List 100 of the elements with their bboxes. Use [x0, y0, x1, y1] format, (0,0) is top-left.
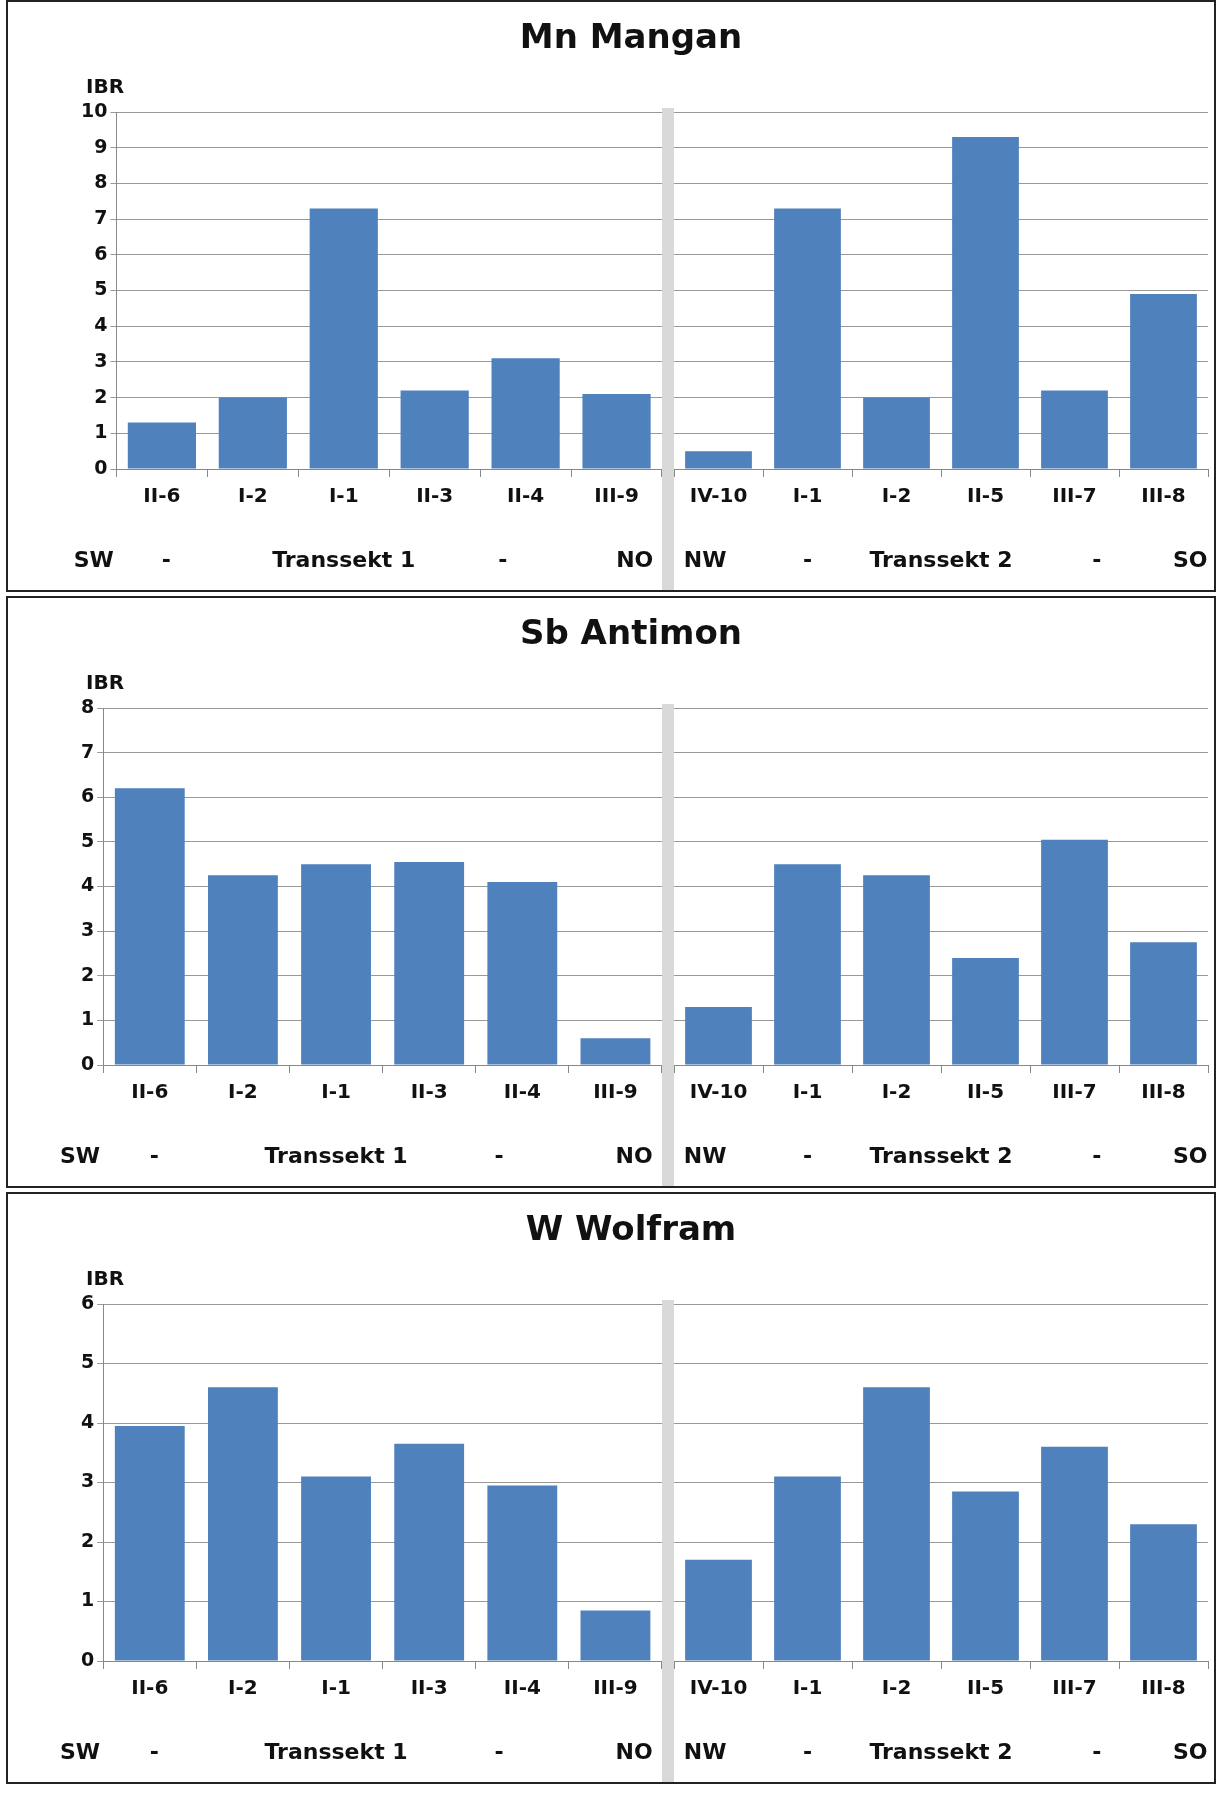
y-tick-label: 0	[94, 455, 108, 478]
x-tick-label: II-4	[507, 483, 545, 508]
bar	[774, 1476, 841, 1661]
x-tick-label: III-9	[593, 1675, 638, 1700]
x-tick-label: III-8	[1141, 1675, 1186, 1700]
y-tick-label: 6	[80, 1290, 95, 1313]
x-tick-label: III-7	[1052, 483, 1097, 508]
x-tick-label: I-1	[792, 483, 823, 508]
bar	[301, 1476, 371, 1661]
x-tick-label: II-6	[143, 483, 181, 508]
bar	[580, 1610, 651, 1661]
text: NW	[683, 1739, 727, 1764]
x-tick-label: II-3	[416, 483, 454, 508]
bar	[218, 397, 287, 469]
x-tick-label: I-1	[321, 1079, 351, 1104]
bar	[309, 208, 378, 469]
text: -	[149, 1143, 160, 1168]
y-tick-label: 5	[94, 277, 108, 300]
text: NO	[615, 1739, 653, 1764]
x-tick-label: II-6	[131, 1079, 169, 1104]
y-tick-label: 0	[80, 1051, 95, 1074]
y-tick-label: 5	[80, 828, 95, 851]
y-tick-label: 7	[80, 739, 95, 762]
bar	[952, 1491, 1019, 1661]
x-tick-label: II-6	[131, 1675, 169, 1700]
bar	[394, 861, 465, 1065]
x-tick-label: I-1	[792, 1675, 823, 1700]
text: NO	[615, 1143, 653, 1168]
text: SO	[1172, 1739, 1208, 1764]
x-tick-label: III-8	[1141, 1079, 1186, 1104]
bar	[863, 875, 930, 1065]
bar	[1130, 294, 1197, 469]
bar	[1041, 390, 1108, 469]
x-tick-label: III-9	[594, 483, 639, 508]
x-tick-label: I-1	[328, 483, 359, 508]
y-tick-label: 2	[94, 384, 108, 407]
text: -	[149, 1739, 160, 1764]
x-tick-label: I-1	[321, 1675, 351, 1700]
x-tick-label: III-9	[593, 1079, 638, 1104]
bar	[114, 1425, 185, 1661]
bar	[394, 1443, 465, 1661]
x-tick-label: I-2	[228, 1675, 258, 1700]
y-axis-title: IBR	[86, 1266, 125, 1291]
bar	[487, 1485, 558, 1661]
x-tick-label: III-8	[1141, 483, 1186, 508]
text: -	[802, 1143, 813, 1168]
text: SW	[73, 547, 114, 572]
chart-title: W Wolfram	[525, 1208, 737, 1248]
text: SW	[59, 1143, 100, 1168]
y-tick-label: 7	[94, 206, 108, 229]
text: -	[494, 1143, 504, 1168]
x-tick-label: IV-10	[689, 1675, 748, 1700]
x-tick-label: I-1	[792, 1079, 823, 1104]
x-tick-label: II-5	[966, 483, 1005, 508]
bar	[582, 394, 651, 469]
bar	[774, 864, 841, 1065]
text: Transsekt 2	[869, 547, 1013, 572]
bar	[952, 957, 1019, 1065]
y-tick-label: 4	[80, 873, 95, 896]
bar	[487, 882, 558, 1065]
bar	[685, 451, 752, 469]
y-tick-label: 0	[80, 1647, 95, 1670]
x-tick-label: IV-10	[689, 1079, 748, 1104]
y-tick-label: 10	[80, 98, 108, 121]
y-tick-label: 1	[80, 1007, 95, 1030]
y-tick-label: 9	[94, 134, 108, 157]
text: SW	[59, 1739, 100, 1764]
x-tick-label: II-4	[503, 1675, 541, 1700]
bar	[207, 1387, 278, 1661]
text: Transsekt 1	[272, 547, 416, 572]
chart-title: Sb Antimon	[519, 612, 743, 652]
x-tick-label: I-2	[881, 1675, 912, 1700]
text: -	[161, 547, 172, 572]
x-tick-label: II-3	[410, 1675, 448, 1700]
bar	[685, 1006, 752, 1065]
text: SO	[1172, 1143, 1208, 1168]
text: NW	[683, 547, 727, 572]
text: NW	[683, 1143, 727, 1168]
text: -	[494, 1739, 504, 1764]
x-tick-label: IV-10	[689, 483, 748, 508]
x-tick-label: I-2	[881, 483, 912, 508]
bar	[400, 390, 469, 469]
x-tick-label: I-2	[881, 1079, 912, 1104]
text: Transsekt 2	[869, 1739, 1013, 1764]
bar	[127, 422, 196, 469]
x-tick-label: II-3	[410, 1079, 448, 1104]
y-tick-label: 1	[94, 420, 108, 443]
y-tick-label: 6	[94, 241, 108, 264]
bar	[774, 208, 841, 469]
text: -	[802, 1739, 813, 1764]
y-tick-label: 1	[80, 1588, 95, 1611]
text: Transsekt 1	[264, 1739, 408, 1764]
bar	[491, 358, 560, 469]
x-tick-label: I-2	[228, 1079, 258, 1104]
bar	[1130, 1524, 1197, 1661]
text: Transsekt 2	[869, 1143, 1013, 1168]
bar	[1041, 839, 1108, 1065]
y-tick-label: 3	[80, 1469, 95, 1492]
y-axis-title: IBR	[86, 670, 125, 695]
y-tick-label: 4	[94, 313, 108, 336]
